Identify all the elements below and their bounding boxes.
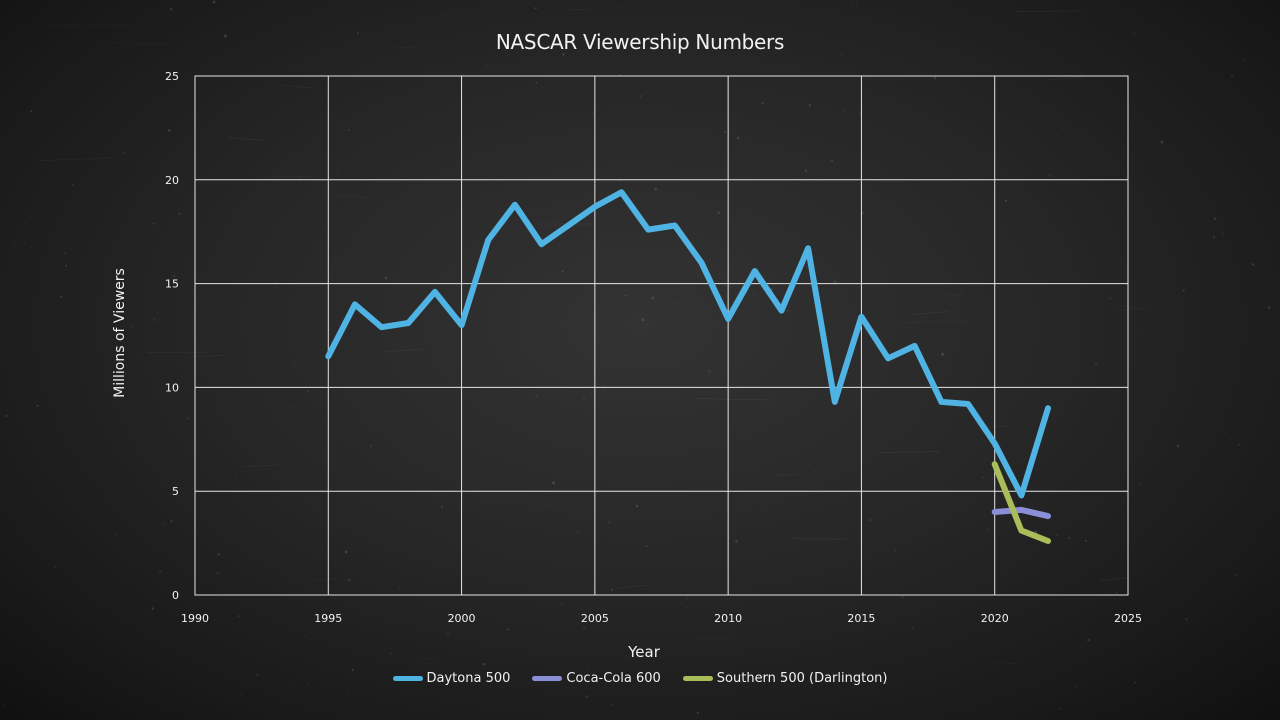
x-tick-label: 1995 [314,612,342,625]
y-tick-label: 10 [165,381,179,394]
y-tick-label: 25 [165,70,179,83]
legend-swatch-coca-cola-600 [532,676,563,681]
y-tick-label: 0 [172,589,179,602]
x-tick-label: 2005 [581,612,609,625]
legend-label-southern-500: Southern 500 (Darlington) [716,671,888,686]
y-axis-title: Millions of Viewers [112,268,128,398]
plot-area-border [194,75,1129,596]
gridlines [195,76,1128,595]
legend-label-daytona-500: Daytona 500 [426,671,511,686]
legend-item-coca-cola-600[interactable]: Coca-Cola 600 [532,671,661,686]
series-line-daytona-500[interactable] [325,189,1051,499]
x-tick-label: 2015 [847,612,875,625]
x-tick-label: 1990 [181,612,209,625]
series-line-coca-cola-600[interactable] [991,506,1051,520]
series-lines [325,189,1051,544]
x-axis-title: Year [628,643,660,661]
legend-label-coca-cola-600: Coca-Cola 600 [566,671,661,686]
series-line-southern-500-darlington[interactable] [991,461,1051,544]
legend-swatch-daytona-500 [392,676,423,681]
chart-title: NASCAR Viewership Numbers [495,30,785,54]
x-tick-label: 2020 [981,612,1009,625]
x-tick-label: 2025 [1114,612,1142,625]
y-tick-label: 20 [165,174,179,187]
legend-item-southern-500[interactable]: Southern 500 (Darlington) [682,671,888,686]
x-tick-label: 2000 [448,612,476,625]
x-tick-label: 2010 [714,612,742,625]
legend-item-daytona-500[interactable]: Daytona 500 [392,671,511,686]
tick-labels: 1990 1995 2000 2005 2010 2015 2020 202505101520… [165,70,1142,625]
legend: Daytona 500 Coca-Cola 600 Southern 500 (… [0,671,1280,686]
y-tick-label: 5 [172,485,179,498]
y-tick-label: 15 [165,278,179,291]
legend-swatch-southern-500 [682,676,713,681]
